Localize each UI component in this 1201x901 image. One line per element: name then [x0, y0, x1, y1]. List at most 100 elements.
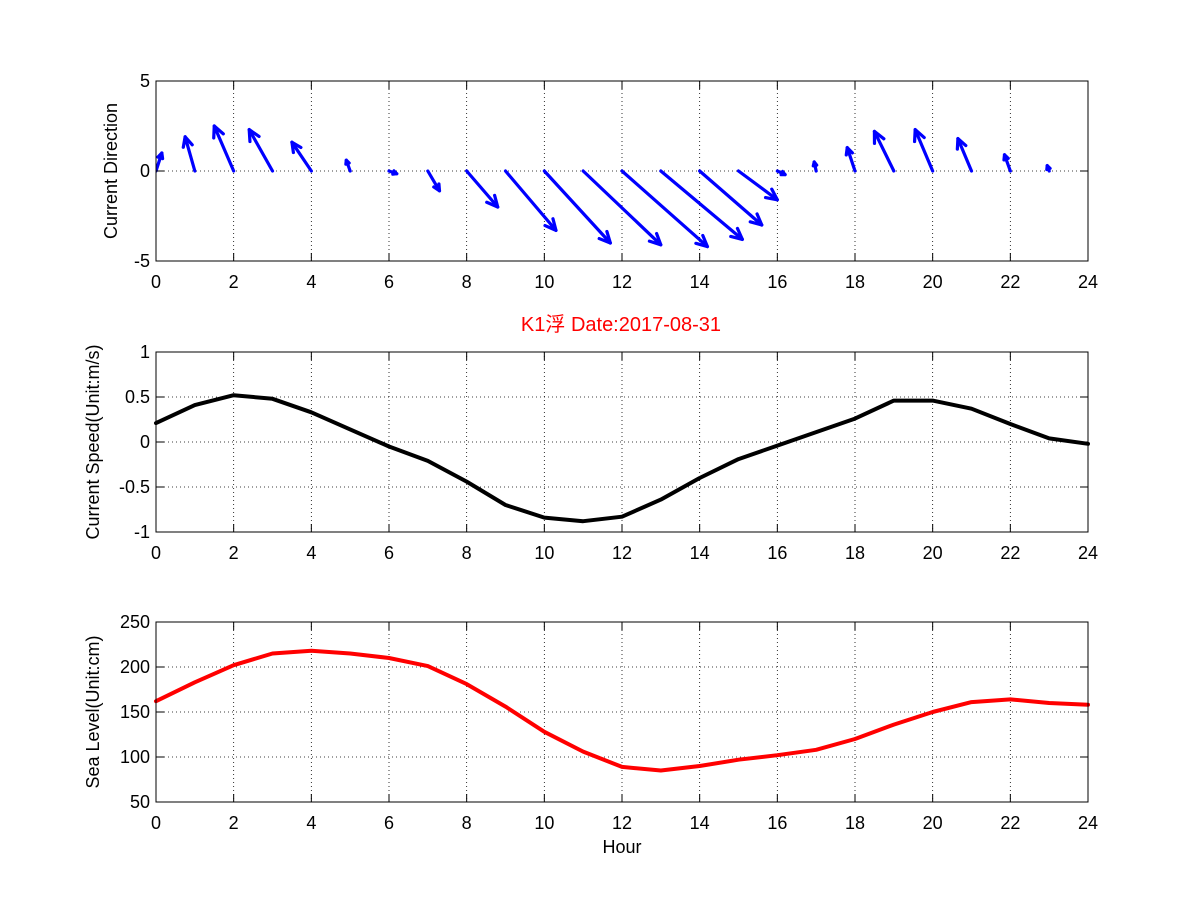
quiver-arrow	[872, 129, 896, 173]
arrow-head	[763, 187, 779, 202]
arrow-head	[729, 226, 744, 241]
quiver-arrow	[212, 124, 236, 173]
arrow-shaft	[956, 137, 974, 173]
tick-label-y: 1	[140, 342, 150, 362]
series-line	[154, 393, 1090, 524]
quiver-arrows	[156, 124, 1052, 249]
tick-label-x: 22	[1000, 272, 1020, 292]
tick-label-y: 250	[120, 612, 150, 632]
arrow-shaft	[465, 169, 500, 209]
tick-label-x: 18	[845, 272, 865, 292]
arrow-head	[247, 128, 261, 144]
arrow-shaft	[290, 140, 313, 173]
quiver-arrow	[181, 135, 197, 173]
tick-label-y: -1	[134, 522, 150, 542]
tick-label-x: 10	[534, 272, 554, 292]
tick-label-x: 6	[384, 813, 394, 833]
arrow-shaft	[736, 169, 779, 202]
tick-label-x: 12	[612, 813, 632, 833]
arrow-shaft	[581, 169, 663, 247]
quiver-arrow	[465, 169, 500, 209]
tick-label-x: 20	[923, 272, 943, 292]
tick-label-y: 150	[120, 702, 150, 722]
tick-label-x: 8	[462, 272, 472, 292]
arrow-head	[811, 160, 819, 168]
quiver-arrow	[156, 151, 165, 173]
tick-label-x: 16	[767, 543, 787, 563]
arrow-head	[1045, 164, 1052, 172]
tick-label-x: 6	[384, 543, 394, 563]
tick-label-x: 12	[612, 543, 632, 563]
arrow-shaft	[845, 146, 857, 173]
quiver-arrow	[581, 169, 663, 247]
arrow-shaft	[659, 169, 744, 241]
arrow-head	[694, 233, 710, 249]
quiver-arrow	[736, 169, 779, 202]
arrow-head	[344, 158, 351, 166]
arrow-head	[432, 182, 442, 193]
x-axis-label: Hour	[602, 837, 641, 857]
arrow-shaft	[426, 169, 442, 193]
tick-label-x: 8	[462, 543, 472, 563]
arrow-head	[748, 212, 764, 227]
arrow-shaft	[503, 169, 558, 232]
tick-label-y: -0.5	[119, 477, 150, 497]
arrow-head	[212, 124, 225, 140]
arrow-head	[844, 146, 854, 157]
tick-label-x: 18	[845, 813, 865, 833]
y-axis-label: Current Speed(Unit:m/s)	[83, 344, 103, 539]
tick-label-y: 5	[140, 71, 150, 91]
tick-label-x: 14	[690, 543, 710, 563]
quiver-arrow	[620, 169, 710, 249]
tick-label-x: 4	[306, 272, 316, 292]
series-line	[154, 648, 1090, 773]
arrow-shaft	[872, 129, 896, 173]
quiver-arrow	[426, 169, 442, 193]
arrow-head	[485, 193, 500, 209]
tick-label-x: 20	[923, 543, 943, 563]
tick-label-x: 24	[1078, 272, 1098, 292]
quiver-arrow	[387, 169, 399, 176]
quiver-arrow	[247, 128, 275, 173]
quiver-arrow	[1002, 153, 1012, 173]
tick-label-x: 8	[462, 813, 472, 833]
quiver-arrow	[1045, 164, 1052, 173]
tick-label-x: 22	[1000, 543, 1020, 563]
quiver-arrow	[698, 169, 764, 227]
tick-label-x: 4	[306, 813, 316, 833]
arrow-head	[543, 217, 558, 232]
tick-label-y: 0	[140, 432, 150, 452]
arrow-head	[912, 128, 926, 144]
y-axis-label: Sea Level(Unit:cm)	[83, 635, 103, 788]
arrow-head	[290, 140, 303, 155]
quiver-arrow	[912, 128, 935, 173]
quiver-arrow	[775, 169, 787, 177]
arrow-head	[156, 151, 165, 161]
arrow-head	[391, 169, 399, 176]
tick-label-y: 100	[120, 747, 150, 767]
tick-label-x: 0	[151, 272, 161, 292]
tick-label-x: 12	[612, 272, 632, 292]
arrow-head	[647, 231, 663, 247]
arrow-shaft	[212, 124, 236, 173]
tick-label-y: 0.5	[125, 387, 150, 407]
arrow-shaft	[183, 135, 197, 173]
tick-label-y: -5	[134, 251, 150, 271]
y-axis-label: Current Direction	[101, 103, 121, 239]
quiver-arrow	[955, 137, 974, 173]
tick-label-x: 22	[1000, 813, 1020, 833]
arrow-head	[597, 229, 612, 245]
quiver-arrow	[344, 158, 352, 173]
tick-label-x: 2	[229, 813, 239, 833]
tick-label-y: 200	[120, 657, 150, 677]
arrow-head	[779, 169, 787, 177]
tick-label-y: 50	[130, 792, 150, 812]
tick-label-x: 4	[306, 543, 316, 563]
arrow-shaft	[620, 169, 710, 249]
arrow-head	[872, 129, 886, 145]
tick-label-x: 0	[151, 543, 161, 563]
tick-label-x: 16	[767, 813, 787, 833]
